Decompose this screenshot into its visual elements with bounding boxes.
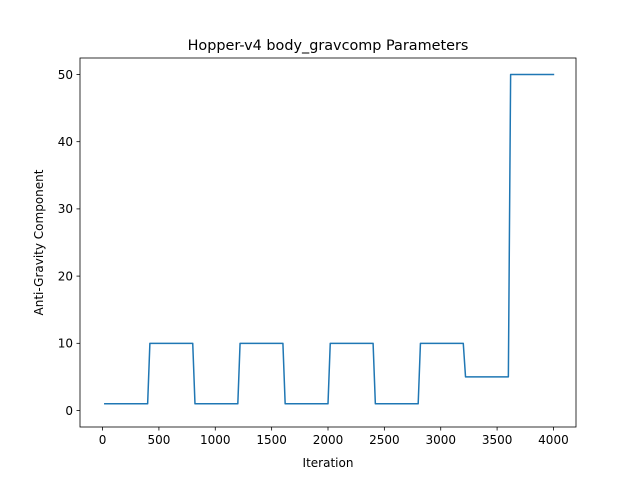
x-tick-label: 1500 (256, 433, 287, 447)
series-line (104, 73, 555, 405)
y-tick-label: 50 (58, 68, 73, 82)
x-tick-label: 1000 (200, 433, 231, 447)
x-tick-label: 0 (99, 433, 107, 447)
x-tick-label: 500 (147, 433, 170, 447)
y-tick-label: 10 (58, 337, 73, 351)
x-tick-label: 2500 (369, 433, 400, 447)
y-tick-label: 20 (58, 269, 73, 283)
x-tick-label: 3000 (425, 433, 456, 447)
x-tick-label: 3500 (482, 433, 513, 447)
x-tick-label: 4000 (538, 433, 569, 447)
x-axis-ticks: 0 500 1000 1500 2000 2500 3000 3500 4000 (99, 427, 569, 447)
y-tick-label: 40 (58, 135, 73, 149)
y-tick-label: 0 (65, 404, 73, 418)
y-axis-label: Anti-Gravity Component (32, 169, 46, 315)
y-tick-label: 30 (58, 202, 73, 216)
series-group (104, 73, 555, 405)
x-tick-label: 2000 (313, 433, 344, 447)
chart-title: Hopper-v4 body_gravcomp Parameters (188, 38, 469, 54)
x-axis-label: Iteration (303, 456, 354, 470)
y-axis-ticks: 0 10 20 30 40 50 (58, 68, 80, 418)
plot-frame (79, 57, 577, 428)
